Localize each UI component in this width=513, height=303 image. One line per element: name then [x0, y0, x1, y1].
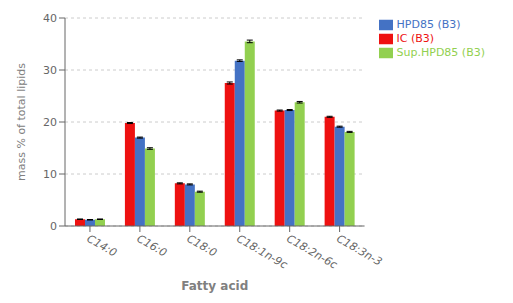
svg-text:C18:2n-6c: C18:2n-6c: [284, 232, 339, 271]
html-text:HPD85 (B3): HPD85 (B3): [396, 18, 461, 31]
svg-text:40: 40: [43, 12, 57, 25]
html-text:Sup.HPD85 (B3): Sup.HPD85 (B3): [396, 46, 485, 59]
svg-text:C14:0: C14:0: [85, 232, 120, 259]
svg-text:C16:0: C16:0: [134, 232, 169, 259]
svg-text:C18:0: C18:0: [184, 232, 219, 259]
html-text:IC (B3): IC (B3): [396, 32, 435, 45]
svg-text:20: 20: [43, 116, 57, 129]
svg-text:C18:3n-3: C18:3n-3: [334, 232, 384, 268]
svg-text:10: 10: [43, 168, 57, 181]
svg-text:0: 0: [50, 220, 57, 233]
svg-text:Fatty acid: Fatty acid: [181, 279, 248, 293]
svg-text:C18:1n-9c: C18:1n-9c: [234, 232, 289, 271]
svg-text:mass % of total lipids: mass % of total lipids: [15, 63, 28, 181]
svg-text:30: 30: [43, 64, 57, 77]
